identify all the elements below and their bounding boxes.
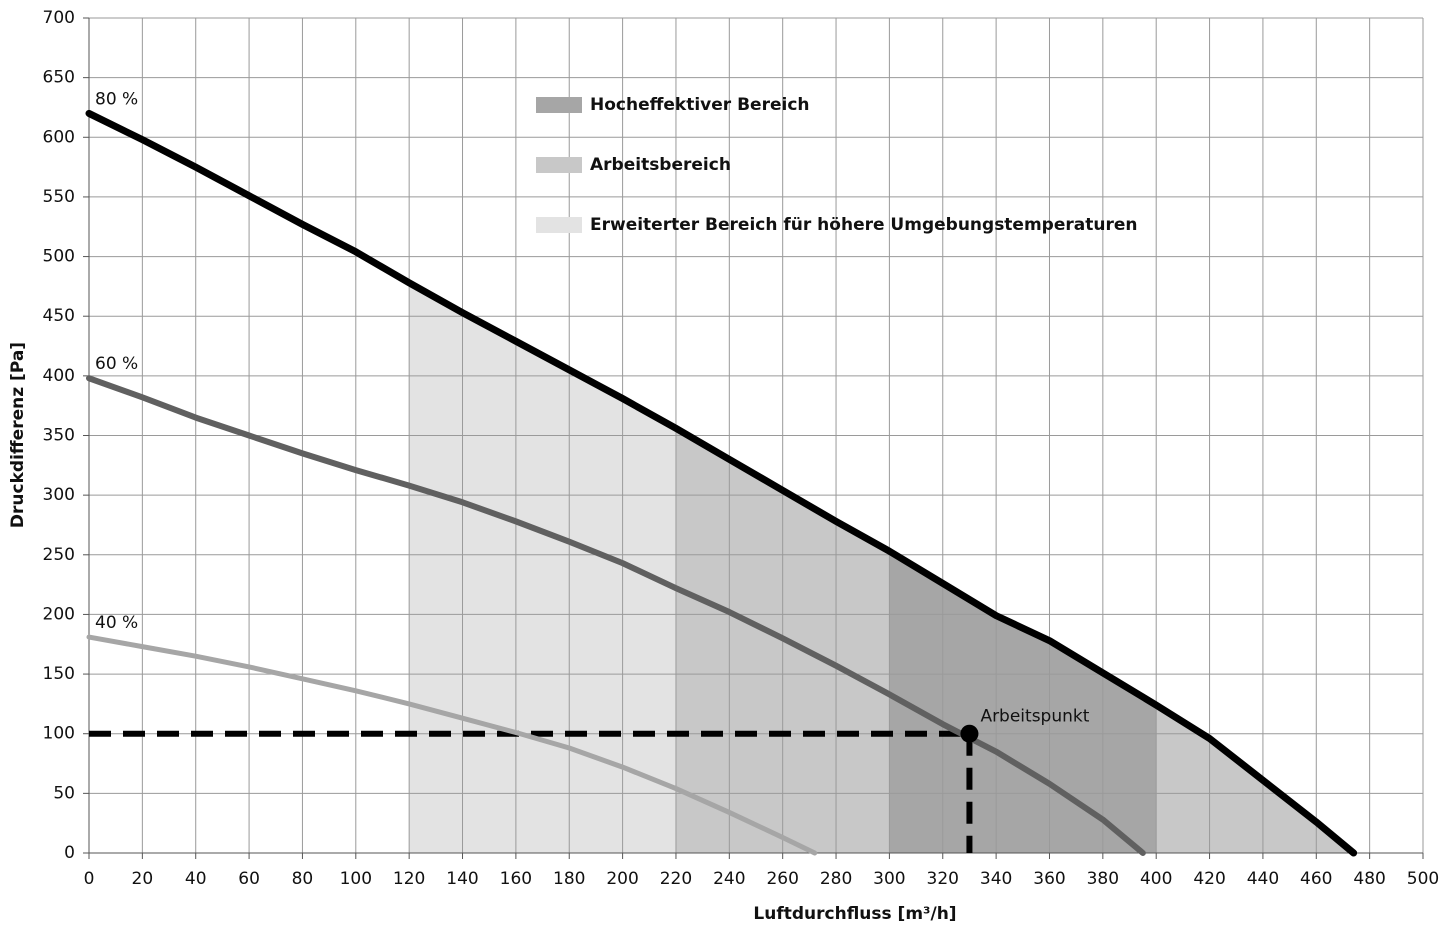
y-tick-label: 100 xyxy=(43,724,75,744)
x-tick-label: 140 xyxy=(446,869,478,889)
line-series xyxy=(86,375,1146,856)
y-tick-label: 50 xyxy=(53,783,75,803)
x-tick-label: 160 xyxy=(500,869,532,889)
x-tick-label: 340 xyxy=(980,869,1012,889)
y-tick-label: 450 xyxy=(43,306,75,326)
x-tick-label: 40 xyxy=(185,869,207,889)
x-tick-label: 320 xyxy=(927,869,959,889)
series-label: 80 % xyxy=(95,89,138,109)
y-tick-label: 400 xyxy=(43,366,75,386)
working-point xyxy=(960,724,979,743)
x-tick-label: 120 xyxy=(393,869,425,889)
y-tick-label: 250 xyxy=(43,545,75,565)
x-tick-label: 300 xyxy=(873,869,905,889)
x-tick-label: 360 xyxy=(1033,869,1065,889)
y-tick-label: 150 xyxy=(43,664,75,684)
x-tick-label: 280 xyxy=(820,869,852,889)
x-tick-label: 60 xyxy=(238,869,260,889)
line-series xyxy=(86,634,818,856)
legend-swatch xyxy=(536,157,582,173)
y-tick-label: 500 xyxy=(43,247,75,267)
line-series xyxy=(85,109,1358,857)
x-tick-label: 240 xyxy=(713,869,745,889)
x-tick-label: 80 xyxy=(292,869,314,889)
x-tick-label: 460 xyxy=(1300,869,1332,889)
legend-label: Hocheffektiver Bereich xyxy=(590,95,810,115)
x-tick-label: 0 xyxy=(84,869,95,889)
y-tick-label: 300 xyxy=(43,485,75,505)
y-tick-label: 550 xyxy=(43,187,75,207)
point-label: Arbeitspunkt xyxy=(980,707,1089,727)
area xyxy=(889,551,1157,853)
legend-label: Erweiterter Bereich für höhere Umgebungs… xyxy=(590,215,1137,235)
x-tick-label: 380 xyxy=(1087,869,1119,889)
x-tick-label: 440 xyxy=(1247,869,1279,889)
x-tick-label: 260 xyxy=(766,869,798,889)
y-axis-label: Druckdifferenz [Pa] xyxy=(8,342,28,528)
x-tick-label: 220 xyxy=(660,869,692,889)
legend-swatch xyxy=(536,217,582,233)
y-tick-label: 0 xyxy=(64,843,75,863)
x-tick-label: 180 xyxy=(553,869,585,889)
y-tick-label: 350 xyxy=(43,426,75,446)
y-tick-label: 600 xyxy=(43,127,75,147)
x-tick-label: 400 xyxy=(1140,869,1172,889)
y-tick-label: 650 xyxy=(43,68,75,88)
series-label: 40 % xyxy=(95,613,138,633)
x-tick-label: 480 xyxy=(1353,869,1385,889)
x-tick-label: 420 xyxy=(1193,869,1225,889)
area xyxy=(409,282,676,853)
y-tick-label: 200 xyxy=(43,604,75,624)
y-tick-label: 700 xyxy=(43,8,75,28)
x-tick-label: 20 xyxy=(132,869,154,889)
series-label: 60 % xyxy=(95,354,138,374)
x-tick-label: 100 xyxy=(340,869,372,889)
legend-swatch xyxy=(536,97,582,113)
legend-label: Arbeitsbereich xyxy=(590,155,731,175)
x-tick-label: 500 xyxy=(1407,869,1439,889)
x-tick-label: 200 xyxy=(606,869,638,889)
x-axis-label: Luftdurchfluss [m³/h] xyxy=(753,904,956,924)
